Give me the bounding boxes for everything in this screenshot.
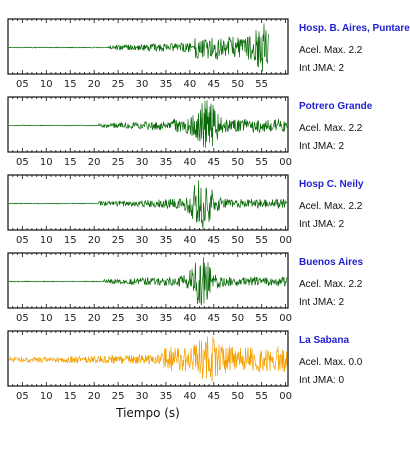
tick-label: 00 (279, 391, 292, 402)
tick-label: 25 (112, 157, 125, 168)
tick-label: 10 (40, 157, 53, 168)
tick-label: 15 (64, 157, 77, 168)
station-name: Hosp. B. Aires, Puntare (299, 23, 410, 34)
station-acel-max: Acel. Max. 2.2 (299, 123, 363, 134)
tick-label: 40 (184, 235, 197, 246)
station-panel: 05 10 15 20 25 30 35 40 45 50 55 00 (7, 96, 292, 168)
tick-label: 55 (255, 79, 268, 90)
tick-label: 35 (160, 391, 173, 402)
tick-label: 55 (255, 313, 268, 324)
tick-label: 05 (16, 313, 29, 324)
tick-label: 20 (88, 313, 101, 324)
station-acel-max: Acel. Max. 2.2 (299, 201, 363, 212)
tick-label: 55 (255, 157, 268, 168)
station-int-jma: Int JMA: 2 (299, 297, 345, 308)
tick-label: 20 (88, 79, 101, 90)
x-axis-title: Tiempo (s) (115, 406, 180, 420)
tick-label: 45 (207, 157, 220, 168)
station-panel: 05 10 15 20 25 30 35 40 45 50 55 (7, 18, 289, 90)
tick-label: 55 (255, 391, 268, 402)
tick-label: 30 (136, 235, 149, 246)
tick-label: 05 (16, 157, 29, 168)
waveform-trace (8, 23, 269, 72)
tick-label: 45 (207, 313, 220, 324)
tick-label: 25 (112, 313, 125, 324)
tick-label: 30 (136, 313, 149, 324)
tick-label: 00 (279, 313, 292, 324)
station-acel-max: Acel. Max. 0.0 (299, 357, 363, 368)
station-panel: 05 10 15 20 25 30 35 40 45 50 55 00 (7, 174, 292, 246)
waveform-trace (8, 100, 288, 149)
tick-label: 00 (279, 157, 292, 168)
tick-label: 30 (136, 391, 149, 402)
tick-label: 25 (112, 391, 125, 402)
station-name: Potrero Grande (299, 101, 373, 112)
station-acel-max: Acel. Max. 2.2 (299, 279, 363, 290)
tick-label: 35 (160, 235, 173, 246)
tick-label: 50 (231, 157, 244, 168)
tick-label: 20 (88, 157, 101, 168)
panel-frame (7, 18, 289, 75)
panel-frame (7, 96, 289, 153)
waveform-trace (9, 180, 288, 229)
tick-label: 25 (112, 235, 125, 246)
tick-label: 15 (64, 313, 77, 324)
tick-label: 35 (160, 79, 173, 90)
tick-label: 05 (16, 235, 29, 246)
tick-label: 55 (255, 235, 268, 246)
tick-label: 25 (112, 79, 125, 90)
station-int-jma: Int JMA: 2 (299, 219, 345, 230)
tick-label: 05 (16, 391, 29, 402)
tick-label: 15 (64, 235, 77, 246)
panel-frame (7, 252, 289, 309)
tick-label: 30 (136, 157, 149, 168)
station-panel: 05 10 15 20 25 30 35 40 45 50 55 00 (7, 330, 292, 402)
station-panel: 05 10 15 20 25 30 35 40 45 50 55 00 (7, 252, 292, 324)
tick-label: 10 (40, 235, 53, 246)
tick-label: 10 (40, 79, 53, 90)
panel-frame (7, 330, 289, 387)
station-acel-max: Acel. Max. 2.2 (299, 45, 363, 56)
tick-label: 05 (16, 79, 29, 90)
tick-label: 50 (231, 313, 244, 324)
tick-label: 50 (231, 391, 244, 402)
station-name: Buenos Aires (299, 257, 364, 268)
tick-label: 40 (184, 391, 197, 402)
station-int-jma: Int JMA: 2 (299, 141, 345, 152)
tick-label: 20 (88, 235, 101, 246)
station-int-jma: Int JMA: 2 (299, 63, 345, 74)
panel-frame (7, 174, 289, 231)
station-name: Hosp C. Neily (299, 179, 364, 190)
tick-label: 30 (136, 79, 149, 90)
waveform-trace (8, 257, 288, 306)
tick-label: 15 (64, 79, 77, 90)
station-name: La Sabana (299, 335, 350, 346)
tick-label: 10 (40, 391, 53, 402)
tick-label: 40 (184, 79, 197, 90)
station-int-jma: Int JMA: 0 (299, 375, 345, 386)
tick-label: 40 (184, 157, 197, 168)
tick-label: 20 (88, 391, 101, 402)
tick-label: 00 (279, 235, 292, 246)
tick-label: 10 (40, 313, 53, 324)
tick-label: 50 (231, 79, 244, 90)
tick-label: 45 (207, 391, 220, 402)
tick-label: 45 (207, 235, 220, 246)
tick-label: 40 (184, 313, 197, 324)
waveform-trace (8, 336, 288, 382)
tick-label: 45 (207, 79, 220, 90)
tick-label: 15 (64, 391, 77, 402)
tick-label: 50 (231, 235, 244, 246)
tick-label: 35 (160, 157, 173, 168)
tick-label: 35 (160, 313, 173, 324)
